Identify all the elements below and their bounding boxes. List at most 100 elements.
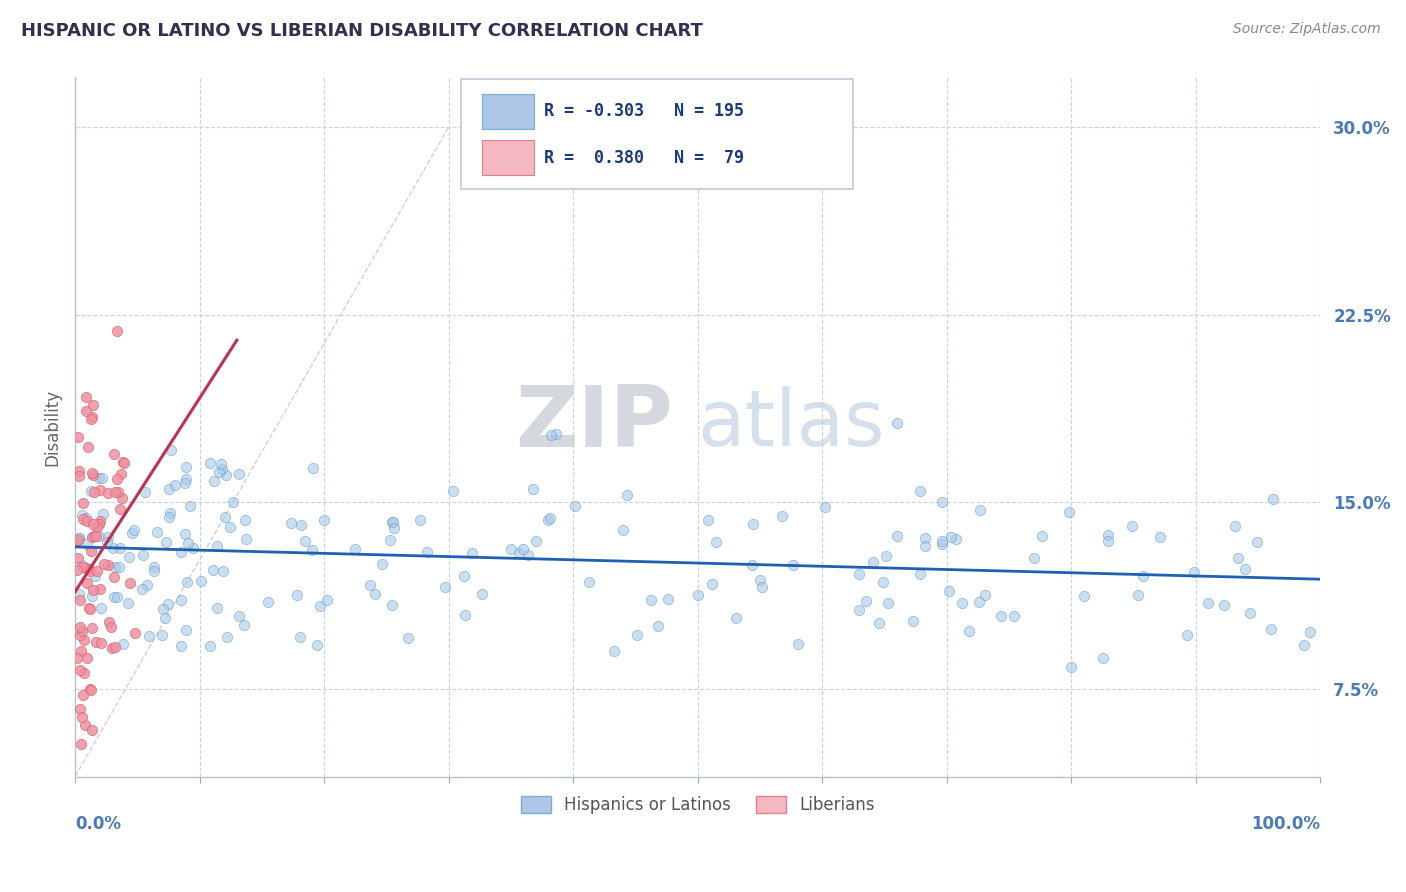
Point: [967, 594, 990, 608]
Point: [1239, 607, 1261, 621]
Point: [107, 485, 129, 500]
Point: [208, 466, 231, 480]
Point: [83, 528, 105, 542]
Point: [80, 484, 103, 499]
Point: [84, 634, 107, 648]
Point: [441, 484, 464, 499]
Point: [640, 592, 662, 607]
Point: [90, 471, 112, 485]
Point: [69, 628, 91, 642]
Point: [136, 578, 159, 592]
Point: [105, 472, 128, 486]
Point: [434, 580, 457, 594]
Point: [90, 601, 112, 615]
Point: [157, 483, 180, 497]
Point: [145, 525, 167, 540]
Point: [612, 523, 634, 537]
Point: [990, 609, 1012, 624]
Point: [105, 590, 128, 604]
Point: [209, 457, 232, 471]
Point: [1233, 561, 1256, 575]
Point: [914, 539, 936, 553]
Point: [67, 531, 90, 545]
Point: [868, 615, 890, 630]
Point: [1299, 625, 1322, 640]
Point: [93, 558, 115, 572]
Point: [228, 608, 250, 623]
Point: [69, 593, 91, 607]
Point: [235, 533, 257, 547]
Point: [647, 619, 669, 633]
Point: [1182, 565, 1205, 579]
Point: [848, 566, 870, 581]
Point: [1292, 638, 1315, 652]
Point: [87, 516, 110, 531]
Point: [359, 578, 381, 592]
Point: [103, 570, 125, 584]
Point: [121, 525, 143, 540]
Point: [371, 557, 394, 571]
Point: [215, 468, 238, 483]
Point: [159, 507, 181, 521]
Point: [105, 324, 128, 338]
Text: HISPANIC OR LATINO VS LIBERIAN DISABILITY CORRELATION CHART: HISPANIC OR LATINO VS LIBERIAN DISABILIT…: [21, 22, 703, 40]
Point: [80, 411, 103, 425]
Point: [914, 531, 936, 545]
Point: [160, 443, 183, 458]
Point: [741, 517, 763, 532]
Point: [72, 512, 94, 526]
Point: [104, 484, 127, 499]
Point: [616, 488, 638, 502]
Point: [138, 629, 160, 643]
Point: [155, 534, 177, 549]
Point: [872, 574, 894, 589]
Point: [724, 610, 747, 624]
Point: [75, 561, 97, 575]
Point: [76, 651, 98, 665]
Point: [70, 644, 93, 658]
Point: [1022, 551, 1045, 566]
Point: [97, 558, 120, 573]
Point: [512, 542, 534, 557]
Point: [124, 626, 146, 640]
Point: [460, 546, 482, 560]
Point: [1004, 608, 1026, 623]
Point: [79, 602, 101, 616]
Point: [76, 575, 98, 590]
Point: [72, 559, 94, 574]
Point: [80, 621, 103, 635]
Point: [470, 587, 492, 601]
Point: [153, 611, 176, 625]
Point: [73, 632, 96, 647]
Point: [108, 560, 131, 574]
Point: [97, 531, 120, 545]
Point: [72, 688, 94, 702]
Point: [163, 478, 186, 492]
Point: [103, 590, 125, 604]
Point: [79, 564, 101, 578]
Point: [122, 523, 145, 537]
Point: [1260, 622, 1282, 636]
Point: [232, 617, 254, 632]
Point: [110, 467, 132, 481]
Point: [69, 664, 91, 678]
Point: [1031, 529, 1053, 543]
Point: [69, 737, 91, 751]
Point: [117, 595, 139, 609]
Point: [211, 462, 233, 476]
Point: [453, 569, 475, 583]
Point: [190, 574, 212, 588]
Legend: Hispanics or Latinos, Liberians: Hispanics or Latinos, Liberians: [513, 789, 882, 821]
Point: [157, 509, 180, 524]
Point: [176, 574, 198, 589]
Point: [294, 534, 316, 549]
Point: [877, 596, 900, 610]
Point: [862, 555, 884, 569]
Point: [307, 638, 329, 652]
Point: [86, 529, 108, 543]
Point: [67, 469, 90, 483]
Point: [603, 644, 626, 658]
Point: [945, 532, 967, 546]
Point: [65, 564, 87, 578]
Point: [886, 529, 908, 543]
